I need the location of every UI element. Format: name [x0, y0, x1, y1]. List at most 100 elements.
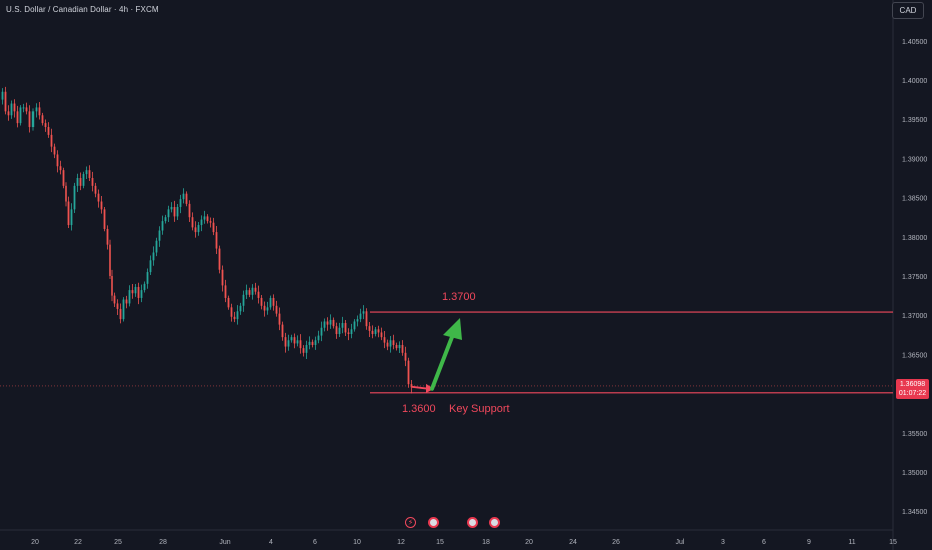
- candle-body: [377, 329, 380, 333]
- candle-body: [368, 326, 371, 331]
- y-tick-label: 1.34500: [902, 509, 927, 516]
- candle-body: [398, 344, 401, 349]
- candle-body: [242, 294, 245, 306]
- us-flag-icon[interactable]: [467, 517, 478, 528]
- candle-body: [323, 321, 326, 328]
- candle-body: [47, 127, 50, 135]
- x-tick-label: 20: [525, 539, 533, 546]
- candle-body: [116, 303, 119, 309]
- candle-body: [173, 207, 176, 217]
- candle-body: [119, 308, 122, 320]
- x-tick-label: 22: [74, 539, 82, 546]
- y-tick-label: 1.37000: [902, 313, 927, 320]
- candle-body: [209, 221, 212, 223]
- y-tick-label: 1.40000: [902, 78, 927, 85]
- candle-body: [353, 321, 356, 330]
- candle-body: [38, 107, 41, 116]
- candle-body: [254, 287, 257, 292]
- candle-body: [230, 307, 233, 317]
- y-tick-label: 1.36500: [902, 352, 927, 359]
- candle-body: [272, 297, 275, 306]
- x-tick-label: 18: [482, 539, 490, 546]
- lightning-icon[interactable]: ⚡: [405, 517, 416, 528]
- y-tick-label: 1.40500: [902, 39, 927, 46]
- candle-body: [335, 326, 338, 335]
- candle-body: [236, 311, 239, 320]
- currency-button[interactable]: CAD: [892, 2, 924, 19]
- candle-body: [79, 178, 82, 186]
- y-tick-label: 1.38500: [902, 196, 927, 203]
- candle-body: [185, 193, 188, 204]
- candle-body: [197, 225, 200, 233]
- candle-body: [106, 228, 109, 245]
- candle-body: [200, 219, 203, 226]
- candle-body: [407, 360, 410, 385]
- us-flag-icon[interactable]: [489, 517, 500, 528]
- x-tick-label: 15: [436, 539, 444, 546]
- candle-body: [70, 209, 73, 226]
- candle-body: [62, 170, 65, 186]
- candle-body: [305, 344, 308, 353]
- red-arrow-head: [426, 383, 434, 393]
- x-tick-label: 26: [612, 539, 620, 546]
- y-tick-label: 1.39500: [902, 117, 927, 124]
- candle-body: [311, 341, 314, 345]
- candle-body: [227, 297, 230, 308]
- candle-body: [212, 222, 215, 233]
- candle-body: [44, 123, 47, 128]
- x-tick-label: Jun: [219, 539, 230, 546]
- candle-body: [386, 342, 389, 347]
- candle-body: [233, 316, 236, 320]
- candle-body: [149, 260, 152, 273]
- candle-body: [278, 313, 281, 325]
- candle-body: [164, 217, 167, 222]
- candle-body: [290, 337, 293, 341]
- candle-body: [50, 134, 53, 147]
- candle-body: [215, 232, 218, 249]
- candle-body: [94, 185, 97, 194]
- candle-body: [41, 115, 44, 124]
- resistance-label: 1.3700: [442, 291, 476, 303]
- candle-body: [91, 178, 94, 186]
- x-tick-label: Jul: [676, 539, 685, 546]
- candle-body: [392, 340, 395, 345]
- candle-body: [248, 290, 251, 295]
- candle-body: [221, 269, 224, 286]
- candle-body: [224, 285, 227, 298]
- x-tick-label: 28: [159, 539, 167, 546]
- candle-body: [365, 311, 368, 327]
- symbol-title[interactable]: U.S. Dollar / Canadian Dollar · 4h · FXC…: [6, 5, 159, 14]
- candle-body: [380, 332, 383, 338]
- candle-body: [269, 297, 272, 308]
- candle-body: [317, 335, 320, 341]
- x-tick-label: 3: [721, 539, 725, 546]
- candle-body: [410, 384, 413, 388]
- candle-body: [134, 286, 137, 294]
- x-tick-label: 6: [762, 539, 766, 546]
- candle-body: [401, 344, 404, 353]
- candle-body: [88, 170, 91, 178]
- candle-body: [302, 348, 305, 353]
- candle-body: [347, 332, 350, 335]
- green-arrow-shaft: [430, 335, 454, 391]
- x-tick-label: 20: [31, 539, 39, 546]
- x-tick-label: 25: [114, 539, 122, 546]
- candle-body: [341, 323, 344, 328]
- x-tick-label: 11: [848, 539, 855, 546]
- candle-body: [287, 340, 290, 347]
- candle-body: [332, 319, 335, 327]
- candle-body: [308, 341, 311, 345]
- candle-body: [299, 340, 302, 349]
- us-flag-icon[interactable]: [428, 517, 439, 528]
- candle-body: [170, 207, 173, 210]
- candle-body: [140, 290, 143, 298]
- candle-body: [131, 290, 134, 294]
- candle-body: [97, 193, 100, 202]
- candle-body: [25, 107, 28, 112]
- candle-body: [395, 344, 398, 349]
- candle-body: [155, 240, 158, 253]
- candle-body: [143, 283, 146, 291]
- candle-body: [111, 276, 113, 296]
- candle-body: [293, 337, 296, 344]
